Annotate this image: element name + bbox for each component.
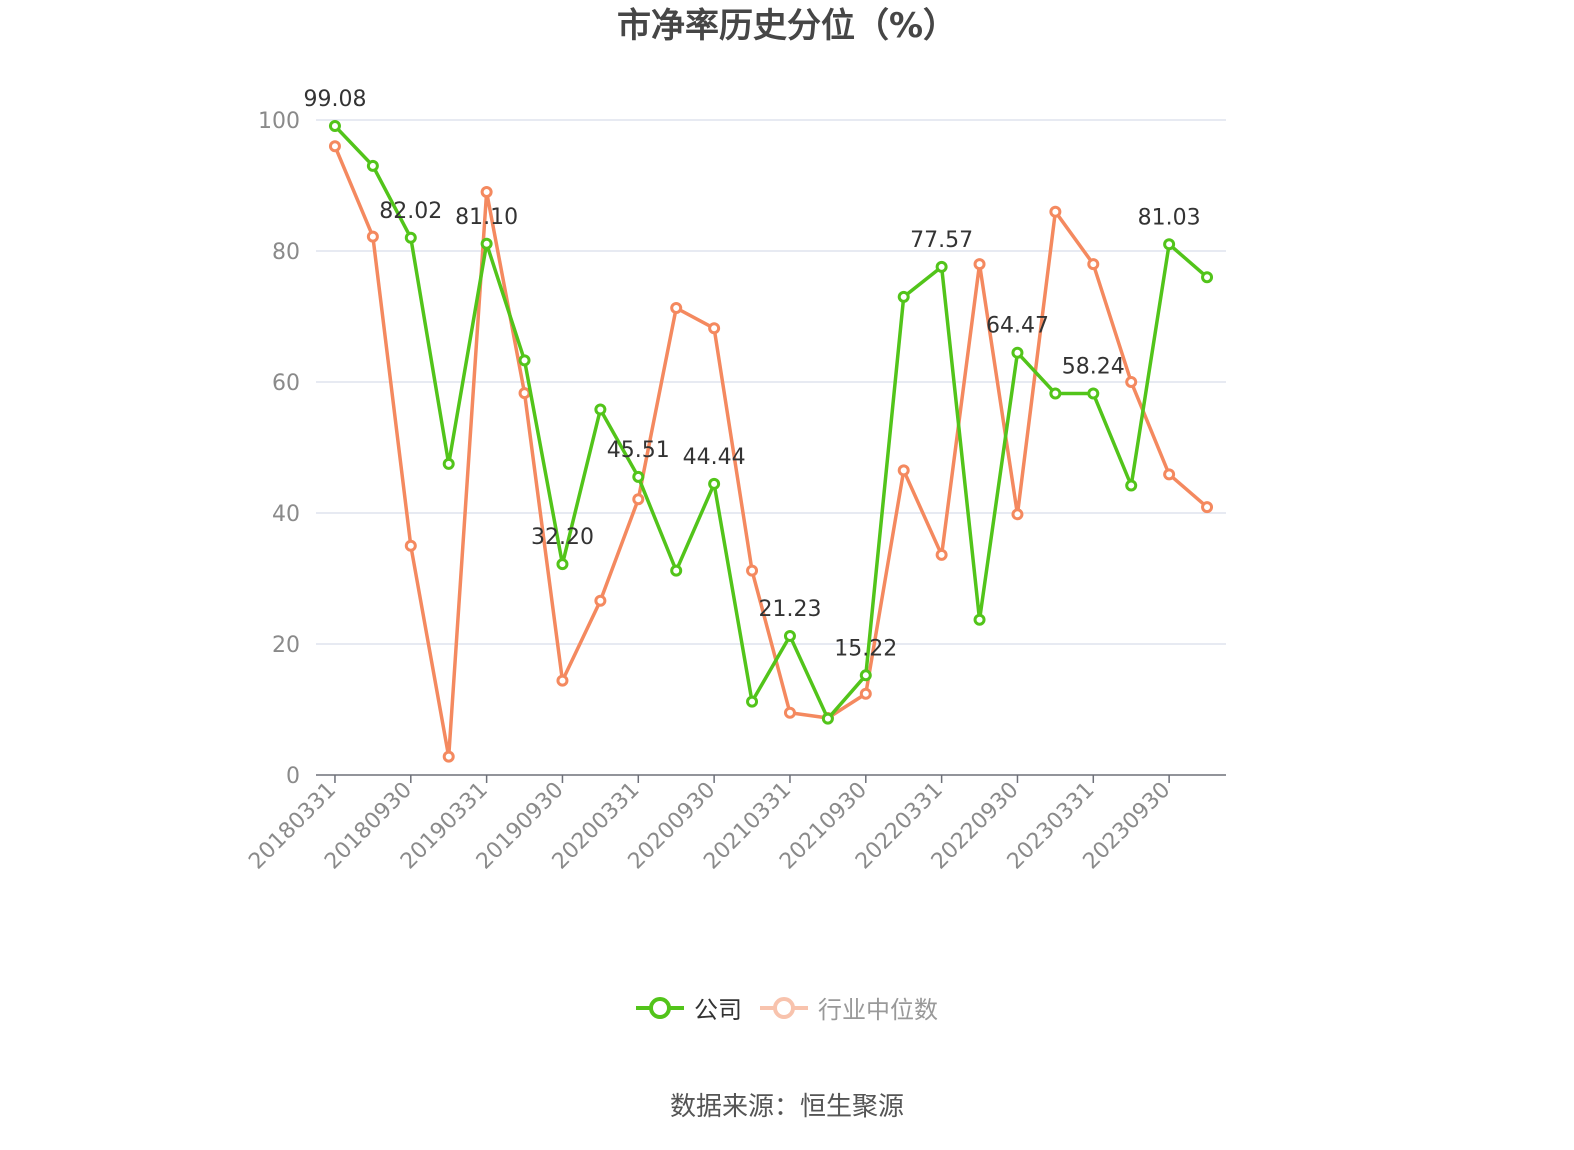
series-line-company <box>333 124 1209 721</box>
data-point-company <box>670 564 683 577</box>
data-point-industry <box>859 687 872 700</box>
y-tick-label: 60 <box>272 371 300 396</box>
y-tick-label: 20 <box>272 633 300 658</box>
data-point-company <box>366 159 379 172</box>
data-point-industry <box>935 548 948 561</box>
data-point-company <box>783 629 796 642</box>
legend-item-company[interactable]: 公司 <box>636 990 742 1025</box>
data-point-industry <box>897 464 910 477</box>
data-point-industry <box>1011 508 1024 521</box>
data-point-industry <box>328 140 341 153</box>
data-point-industry <box>670 301 683 314</box>
data-point-company <box>859 669 872 682</box>
data-point-company <box>442 457 455 470</box>
data-point-company <box>746 695 759 708</box>
data-point-industry <box>1087 258 1100 271</box>
y-tick-label: 100 <box>258 109 300 134</box>
legend-industry-marker-icon <box>760 996 808 1019</box>
data-point-industry <box>404 539 417 552</box>
data-label-company: 99.08 <box>303 87 366 112</box>
data-point-company <box>1201 271 1214 284</box>
data-point-industry <box>783 706 796 719</box>
y-tick-label: 0 <box>286 764 300 789</box>
data-point-company <box>632 470 645 483</box>
data-label-company: 58.24 <box>1062 355 1125 380</box>
y-tick-label: 40 <box>272 502 300 527</box>
data-point-industry <box>632 493 645 506</box>
data-point-industry <box>518 387 531 400</box>
data-point-company <box>1163 238 1176 251</box>
data-point-industry <box>973 258 986 271</box>
data-point-industry <box>1049 205 1062 218</box>
data-point-industry <box>480 186 493 199</box>
data-label-company: 45.51 <box>607 438 670 463</box>
source-note: 数据来源：恒生聚源 <box>669 1092 904 1122</box>
data-label-company: 64.47 <box>986 314 1049 339</box>
data-label-company: 81.10 <box>455 205 518 230</box>
legend-item-industry[interactable]: 行业中位数 <box>760 990 938 1025</box>
data-point-company <box>897 290 910 303</box>
legend-company-marker-icon <box>636 996 684 1019</box>
data-point-company <box>404 231 417 244</box>
chart-canvas: 0204060801002018033120180930201903312019… <box>244 87 1226 874</box>
data-point-company <box>556 558 569 571</box>
data-label-company: 82.02 <box>379 199 442 224</box>
data-label-company: 77.57 <box>910 228 973 253</box>
data-point-company <box>518 354 531 367</box>
data-point-industry <box>746 564 759 577</box>
data-label-company: 21.23 <box>758 597 821 622</box>
data-label-company: 81.03 <box>1138 205 1201 230</box>
y-tick-label: 80 <box>272 240 300 265</box>
legend-label-company: 公司 <box>694 996 742 1024</box>
data-point-company <box>1049 387 1062 400</box>
data-point-industry <box>1163 468 1176 481</box>
data-label-company: 32.20 <box>531 525 594 550</box>
data-point-company <box>935 260 948 273</box>
data-point-company <box>708 477 721 490</box>
data-point-company <box>1011 346 1024 359</box>
data-point-industry <box>366 230 379 243</box>
data-point-company <box>328 120 341 133</box>
data-point-industry <box>594 594 607 607</box>
data-point-industry <box>442 750 455 763</box>
data-point-company <box>1087 387 1100 400</box>
data-point-company <box>973 613 986 626</box>
data-point-industry <box>708 322 721 335</box>
legend: 公司 行业中位数 <box>0 990 1574 1025</box>
series-line-industry <box>333 145 1209 759</box>
legend-label-industry: 行业中位数 <box>818 996 938 1024</box>
data-point-industry <box>1201 501 1214 514</box>
data-label-company: 15.22 <box>834 636 897 661</box>
data-point-company <box>821 712 834 725</box>
data-point-industry <box>1125 376 1138 388</box>
data-point-company <box>594 403 607 416</box>
data-point-industry <box>556 674 569 687</box>
data-point-company <box>1125 479 1138 492</box>
chart-title: 市净率历史分位（%） <box>616 6 958 46</box>
data-label-company: 44.44 <box>683 445 746 470</box>
data-point-company <box>480 237 493 250</box>
